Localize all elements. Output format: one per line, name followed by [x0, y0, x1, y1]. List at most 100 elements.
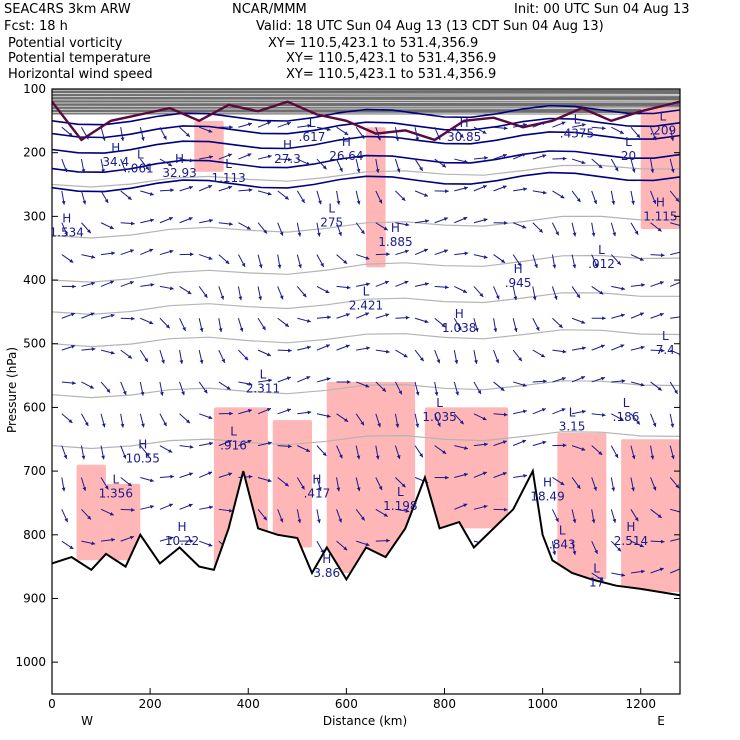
extremum-value-label: .417 [304, 486, 331, 500]
wind-vector-head [106, 388, 111, 393]
wind-vector-head [229, 411, 233, 416]
wind-vector-head [127, 482, 132, 487]
wind-vector-head [344, 418, 349, 422]
wind-vector-head [301, 198, 305, 203]
extremum-type-label: L [328, 202, 335, 216]
wind-vector-head [345, 344, 350, 349]
wind-vector-head [338, 231, 342, 236]
wind-vector-head [188, 503, 193, 508]
wind-vector-head [518, 357, 522, 362]
wind-vector-head [500, 387, 505, 391]
wind-vector-head [657, 386, 662, 391]
wind-vector-head [220, 295, 225, 300]
wind-vector-head [455, 391, 459, 396]
wind-vector-head [356, 200, 361, 205]
wind-vector-head [659, 567, 664, 572]
wind-vector-head [322, 452, 327, 456]
wind-vector-head [612, 232, 617, 237]
wind-vector-head [611, 200, 616, 205]
extremum-type-label: L [230, 425, 237, 439]
wind-vector-head [189, 444, 194, 449]
extremum-type-label: L [309, 116, 316, 130]
wind-vector-head [652, 422, 657, 427]
extremum-value-label: .061 [127, 162, 154, 176]
wind-vector-head [82, 487, 87, 491]
wind-vector-head [209, 441, 213, 446]
wind-vector-head [405, 509, 410, 513]
wind-vector-head [101, 136, 106, 141]
x-tick-label: 0 [48, 697, 56, 711]
wind-vector-head [218, 328, 223, 333]
wind-vector-head [620, 313, 625, 318]
pv-shaded-region [326, 381, 416, 573]
x-end-label-west: W [81, 714, 93, 728]
wind-vector-head [640, 345, 645, 350]
wind-vector-head [582, 346, 586, 351]
wind-vector-head [297, 519, 302, 524]
wind-vector-head [621, 286, 626, 291]
wind-vector-head [660, 253, 665, 258]
wind-vector-head [395, 423, 400, 428]
wind-vector-head [484, 442, 488, 447]
wind-vector-head [263, 229, 267, 234]
wind-vector-head [611, 487, 616, 492]
wind-vector-head [317, 519, 321, 524]
wind-vector-head [576, 293, 580, 298]
wind-vector-head [483, 504, 488, 509]
wind-vector-head [631, 455, 636, 460]
wind-vector-head [495, 359, 500, 364]
wind-vector-head [659, 312, 664, 317]
wind-vector-head [503, 507, 508, 512]
y-tick-label: 500 [23, 337, 46, 351]
wind-vector-head [248, 122, 252, 127]
wind-vector-head [384, 280, 389, 285]
extremum-value-label: .186 [613, 410, 640, 424]
extremum-value-label: .617 [299, 130, 326, 144]
stratosphere-contour-line [52, 95, 680, 98]
wind-vector [670, 251, 680, 256]
wind-vector-head [279, 295, 284, 300]
wind-vector-head [404, 280, 409, 285]
extremum-value-label: 2.421 [349, 299, 383, 313]
wind-vector-head [502, 472, 507, 476]
wind-vector-head [479, 292, 484, 297]
wind-vector-head [317, 487, 322, 491]
extremum-type-label: L [397, 485, 404, 499]
wind-vector-head [266, 352, 271, 357]
wind-vector-head [168, 217, 173, 221]
wind-vector-head [131, 507, 135, 512]
wind-vector-head [365, 542, 370, 547]
wind-vector-head [208, 185, 213, 189]
extremum-type-label: H [283, 138, 292, 152]
wind-vector-head [464, 251, 469, 256]
extremum-type-label: L [559, 523, 566, 537]
wind-vector-head [436, 359, 441, 364]
wind-vector-head [288, 157, 292, 162]
wind-vector-head [150, 505, 154, 509]
wind-vector-head [203, 389, 208, 394]
extremum-value-label: .843 [549, 537, 576, 551]
wind-vector-head [532, 296, 537, 301]
wind-vector-head [149, 320, 154, 325]
wind-vector-head [601, 376, 605, 381]
wind-vector-head [591, 232, 596, 237]
extremum-value-label: 275 [320, 216, 343, 230]
wind-vector-head [378, 199, 383, 204]
wind-vector-head [221, 358, 225, 363]
theta-contour [52, 292, 680, 316]
valid-time: Valid: 18 UTC Sun 04 Aug 13 (13 CDT Sun … [256, 19, 604, 34]
wind-vector-head [84, 422, 89, 427]
wind-vector-head [612, 518, 617, 523]
wind-vector-head [268, 378, 272, 383]
wind-vector-head [591, 519, 596, 524]
wind-vector-head [500, 259, 505, 263]
wind-vector-head [307, 410, 312, 415]
wind-vector-head [621, 379, 626, 383]
wind-vector-head [129, 249, 134, 253]
wind-vector-head [64, 518, 68, 523]
x-tick-label: 600 [335, 697, 358, 711]
legend-wind-name: Horizontal wind speed [8, 67, 153, 82]
wind-vector-head [104, 485, 109, 490]
extremum-value-label: .945 [505, 276, 532, 290]
wind-vector-head [149, 248, 154, 253]
